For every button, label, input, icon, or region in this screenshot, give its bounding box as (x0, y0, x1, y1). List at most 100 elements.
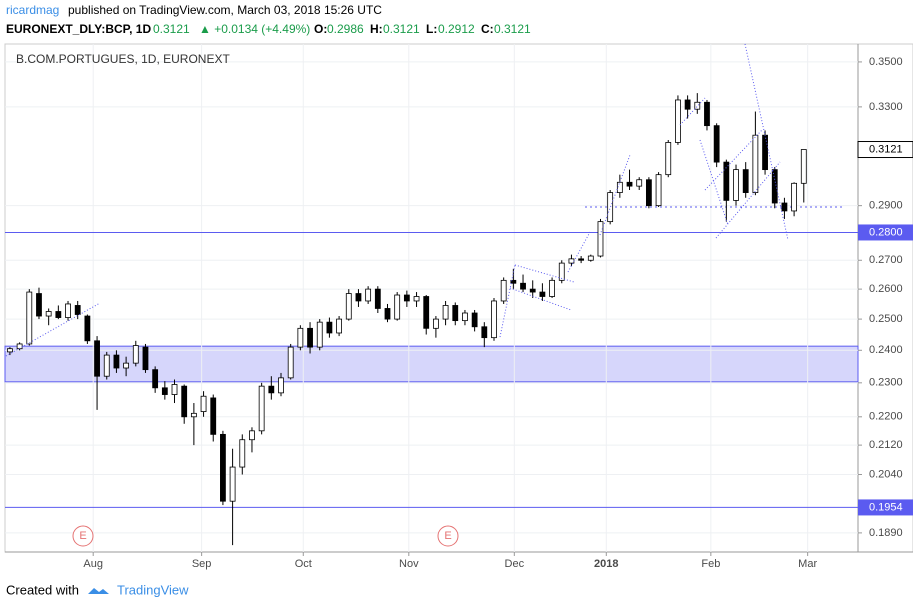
candle-body (74, 305, 81, 315)
candle-body (510, 279, 517, 284)
candle-body (549, 279, 555, 297)
candle-body (394, 294, 401, 320)
candle-body (568, 258, 575, 264)
candle-body (529, 288, 536, 293)
y-tick-label: 0.1890 (869, 527, 903, 539)
candle-body (94, 340, 100, 377)
candle-body (626, 181, 633, 187)
candle-body (694, 101, 701, 110)
created-with: Created with (6, 582, 79, 597)
candle-body (704, 101, 710, 127)
y-tick-label: 0.2300 (869, 377, 903, 389)
candle-body (675, 99, 681, 143)
author[interactable]: ricardmag (6, 3, 59, 17)
c-label: C: (481, 22, 494, 36)
candle-body (481, 326, 488, 339)
y-tick-label: 0.2200 (869, 411, 903, 423)
candle-body (762, 134, 768, 171)
candle-body (103, 354, 110, 377)
candle-body (55, 311, 62, 318)
candle-body (297, 327, 304, 348)
y-tick-label: 0.2700 (869, 254, 903, 266)
trendline (499, 264, 516, 338)
candle-body (423, 296, 430, 329)
candle-body (587, 255, 594, 261)
legend: B.COM.PORTUGUES, 1D, EURONEXT (16, 52, 230, 66)
candle-body (278, 377, 284, 394)
candle-body (181, 385, 188, 418)
candle-body (316, 321, 323, 348)
candle-body (539, 291, 546, 297)
candle-body (84, 315, 91, 342)
candle-body (45, 311, 52, 317)
candle-body (791, 182, 798, 212)
candle-body (684, 99, 691, 110)
candle-body (771, 169, 778, 204)
earnings-marker[interactable] (72, 525, 94, 547)
candle-body (336, 318, 342, 334)
close: 0.3121 (494, 22, 531, 36)
low: 0.2912 (438, 22, 475, 36)
candle-body (190, 412, 197, 418)
candle-body (558, 262, 565, 281)
candle-body (345, 293, 352, 320)
plot: 0.3500 0.3300 0.2900 0.2700 0.2600 0.2500 0.24… (4, 44, 913, 570)
y-tick-label: 0.3300 (869, 101, 903, 113)
candle-body (220, 433, 226, 502)
trendline (679, 97, 706, 126)
candle-body (26, 291, 33, 345)
candle-body (326, 321, 333, 334)
candle-body (365, 288, 372, 302)
candle-body (607, 192, 614, 223)
open: 0.2986 (327, 22, 364, 36)
candle-body (645, 179, 652, 207)
candle-body (491, 300, 497, 339)
candle-body (713, 125, 720, 163)
symbol: EURONEXT_DLY:BCP, 1D (6, 22, 151, 36)
candle-body (636, 179, 643, 187)
change: ▲ +0.0134 (+4.49%) (199, 22, 310, 36)
candle-body (65, 303, 71, 318)
l-label: L: (426, 22, 437, 36)
trendline (744, 43, 789, 241)
h-label: H: (370, 22, 383, 36)
y-tick-label: 0.2600 (869, 283, 903, 295)
candle-body (384, 308, 391, 320)
trendline (599, 154, 631, 236)
current-price-label: 0.3121 (869, 143, 903, 155)
candle-body (249, 430, 255, 441)
candle-body (442, 305, 449, 320)
candle-body (307, 327, 313, 348)
y-tick-label: 0.2120 (869, 439, 903, 451)
candle-body (781, 202, 788, 212)
earnings-label[interactable]: E (444, 530, 451, 542)
level-label: 0.2800 (869, 226, 903, 238)
trendlines (5, 43, 789, 357)
candle-body (268, 385, 275, 394)
candle-body (36, 293, 42, 317)
candle-body (462, 312, 468, 322)
candle-body (520, 282, 526, 290)
brand[interactable]: TradingView (117, 582, 189, 597)
candle-body (374, 288, 381, 309)
x-tick-label: Mar (798, 558, 817, 570)
candle-body (142, 346, 149, 371)
earnings-marker[interactable] (437, 525, 459, 547)
candle-body (287, 346, 294, 379)
candle-body (258, 385, 265, 432)
last-price: 0.3121 (153, 22, 190, 36)
candle-body (578, 258, 585, 261)
candle-body (471, 312, 478, 328)
candle-body (742, 169, 749, 193)
x-tick-label: Aug (83, 558, 103, 570)
candle-body (152, 369, 159, 389)
candle-body (800, 149, 807, 184)
candle-body (7, 348, 13, 353)
x-tick-label: Oct (295, 558, 312, 570)
candle-body (597, 221, 604, 257)
x-tick-label: Dec (505, 558, 525, 570)
earnings-label[interactable]: E (79, 530, 86, 542)
candle-body (113, 354, 120, 369)
candle-body (403, 294, 410, 302)
